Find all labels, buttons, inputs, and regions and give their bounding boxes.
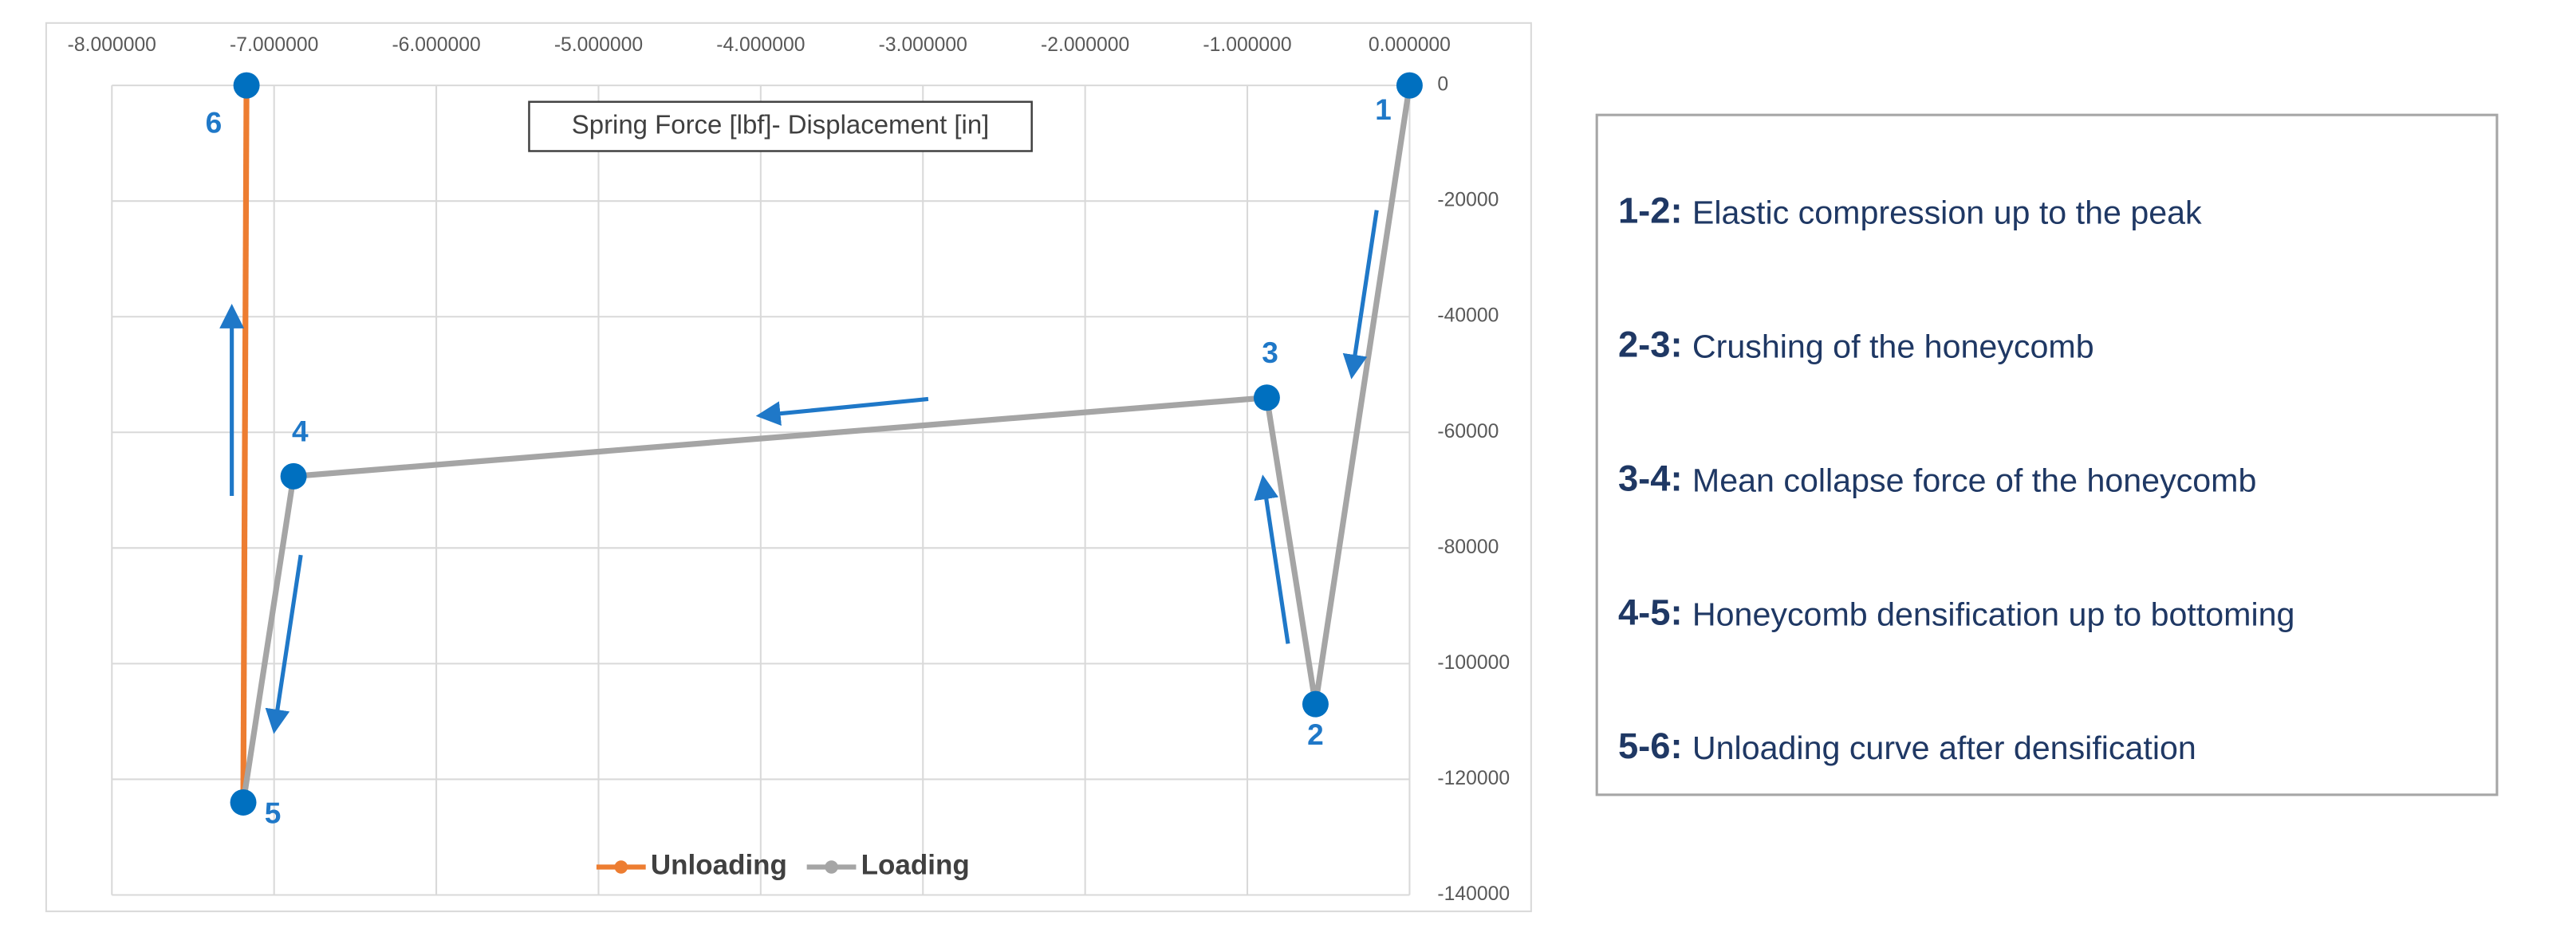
y-tick-label: -40000	[1437, 305, 1499, 327]
x-tick-label: -4.000000	[716, 34, 805, 56]
chart-border	[45, 22, 1532, 913]
y-tick-label: -80000	[1437, 537, 1499, 558]
point-label: 2	[1307, 718, 1324, 751]
point-marker	[233, 72, 260, 99]
legend-panel-items: 1-2: Elastic compression up to the peak 2-…	[1618, 191, 2294, 766]
legend-swatch-dot	[825, 860, 838, 874]
point-label: 5	[265, 796, 282, 830]
y-tick-label: -100000	[1437, 652, 1510, 674]
chart: -8.000000 -7.000000 -6.000000 -5.000000 -4.0…	[68, 34, 1510, 905]
arrow	[265, 554, 303, 734]
panel-text: Unloading curve after densification	[1692, 730, 2196, 766]
panel-text: Crushing of the honeycomb	[1692, 328, 2094, 365]
panel-key: 4-5:	[1618, 592, 1683, 632]
point-label: 4	[292, 415, 309, 448]
y-tick-label: 0	[1437, 74, 1448, 96]
panel-key: 2-3:	[1618, 324, 1683, 365]
arrow	[1254, 474, 1290, 644]
point-marker	[230, 789, 257, 816]
point-label: 3	[1262, 336, 1278, 369]
point-marker	[1253, 384, 1280, 411]
point-marker	[1396, 72, 1423, 99]
x-tick-label: -2.000000	[1041, 34, 1129, 56]
y-tick-label: -140000	[1437, 883, 1510, 905]
y-tick-label: -120000	[1437, 768, 1510, 789]
legend-panel	[1595, 113, 2499, 796]
legend-label: Unloading	[651, 850, 787, 881]
panel-text: Mean collapse force of the honeycomb	[1692, 462, 2256, 498]
x-tick-label: -6.000000	[392, 34, 480, 56]
y-tick-label: -20000	[1437, 190, 1499, 211]
legend-swatch-dot	[614, 860, 628, 874]
point-label: 6	[206, 105, 223, 139]
x-tick-label: -7.000000	[230, 34, 318, 56]
panel-text: Honeycomb densification up to bottoming	[1692, 596, 2295, 632]
chart-title: Spring Force [lbf]- Displacement [in]	[572, 109, 990, 139]
arrows	[219, 210, 1379, 734]
point-marker	[1302, 690, 1329, 718]
title-box	[528, 100, 1033, 152]
panel-key: 5-6:	[1618, 726, 1683, 766]
panel-key: 1-2:	[1618, 191, 1683, 231]
panel-text: Elastic compression up to the peak	[1692, 195, 2202, 231]
arrow	[755, 396, 929, 427]
x-tick-label: -3.000000	[879, 34, 967, 56]
point-marker	[280, 462, 307, 490]
y-tick-label: -60000	[1437, 421, 1499, 442]
panel-key: 3-4:	[1618, 458, 1683, 498]
x-tick-label: -5.000000	[554, 34, 643, 56]
x-tick-label: 0.000000	[1369, 34, 1451, 56]
x-tick-label: -1.000000	[1203, 34, 1291, 56]
point-label: 1	[1375, 92, 1392, 126]
x-tick-label: -8.000000	[68, 34, 156, 56]
series-line	[240, 85, 250, 803]
legend-label: Loading	[861, 850, 970, 881]
arrow	[1342, 210, 1379, 380]
